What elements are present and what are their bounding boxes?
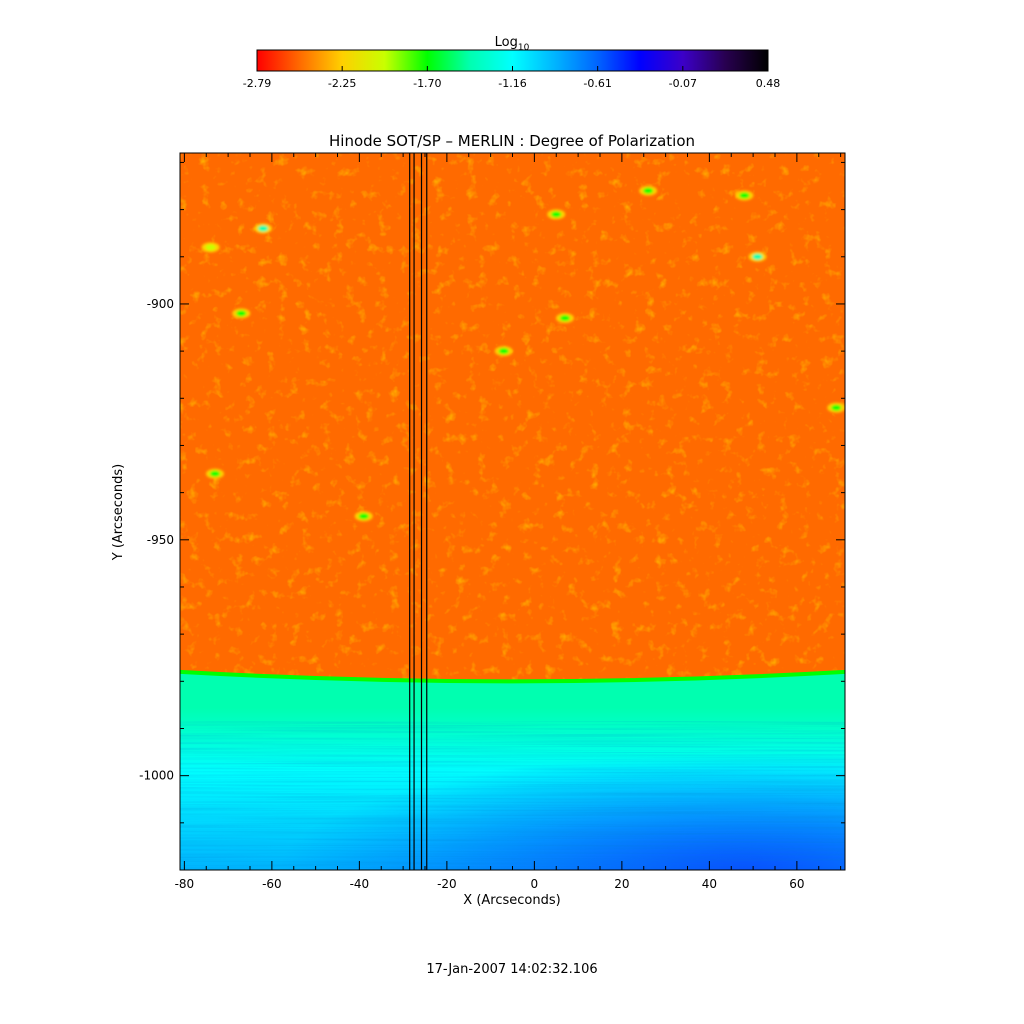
limb-line [180,669,845,684]
heatmap-image [180,153,845,870]
bright-feature [739,192,750,199]
x-tick-label: 20 [614,877,629,891]
colorbar-ticks: -2.79 -2.25 -1.70 -1.16 -0.61 -0.07 0.48 [243,66,780,90]
bright-feature [752,253,763,260]
colorbar-tick-label: -0.07 [669,77,697,90]
colorbar-tick-label: -2.79 [243,77,271,90]
colorbar: Log10 -2.79 -2.25 -1.70 -1.16 -0.61 -0.07 0.48 [243,35,780,90]
y-tick-label: -950 [147,533,174,547]
x-tick-label: -60 [262,877,282,891]
bright-feature [358,513,369,520]
y-axis-label: Y (Arcseconds) [111,464,126,561]
x-tick-label: 40 [702,877,717,891]
vertical-lines [409,153,428,870]
bright-feature [236,310,247,317]
x-tick-label: 0 [531,877,539,891]
x-tick-label: -40 [350,877,370,891]
bright-feature [210,470,220,477]
bright-feature [831,404,842,411]
y-tick-label: -900 [147,297,174,311]
colorbar-tick-label: -2.25 [328,77,356,90]
bright-feature [551,211,562,218]
x-axis-ticks: -80 -60 -40 -20 0 20 40 60 [175,153,842,891]
bright-feature [643,187,654,194]
bright-features [201,185,845,522]
bright-feature [205,244,216,251]
bright-feature [498,348,509,355]
y-tick-label: -1000 [139,769,174,783]
off-limb-streaks [180,721,845,870]
timestamp: 17-Jan-2007 14:02:32.106 [426,962,597,977]
bright-feature [560,315,570,322]
chart-title: Hinode SOT/SP – MERLIN : Degree of Polar… [329,132,695,150]
colorbar-tick-label: 0.48 [756,77,781,90]
y-axis-ticks: -900 -950 -1000 [139,161,845,871]
plot-area: -80 -60 -40 -20 0 20 40 60 -900 -950 -1000 [139,152,846,891]
bright-feature [258,225,269,232]
x-tick-label: -20 [437,877,457,891]
x-axis-label: X (Arcseconds) [463,893,560,908]
colorbar-tick-label: -0.61 [583,77,611,90]
colorbar-tick-label: -1.16 [498,77,526,90]
disk-texture [180,153,845,682]
colorbar-tick-label: -1.70 [413,77,441,90]
x-tick-label: 60 [789,877,804,891]
colorbar-label: Log10 [495,35,530,53]
x-tick-label: -80 [175,877,195,891]
